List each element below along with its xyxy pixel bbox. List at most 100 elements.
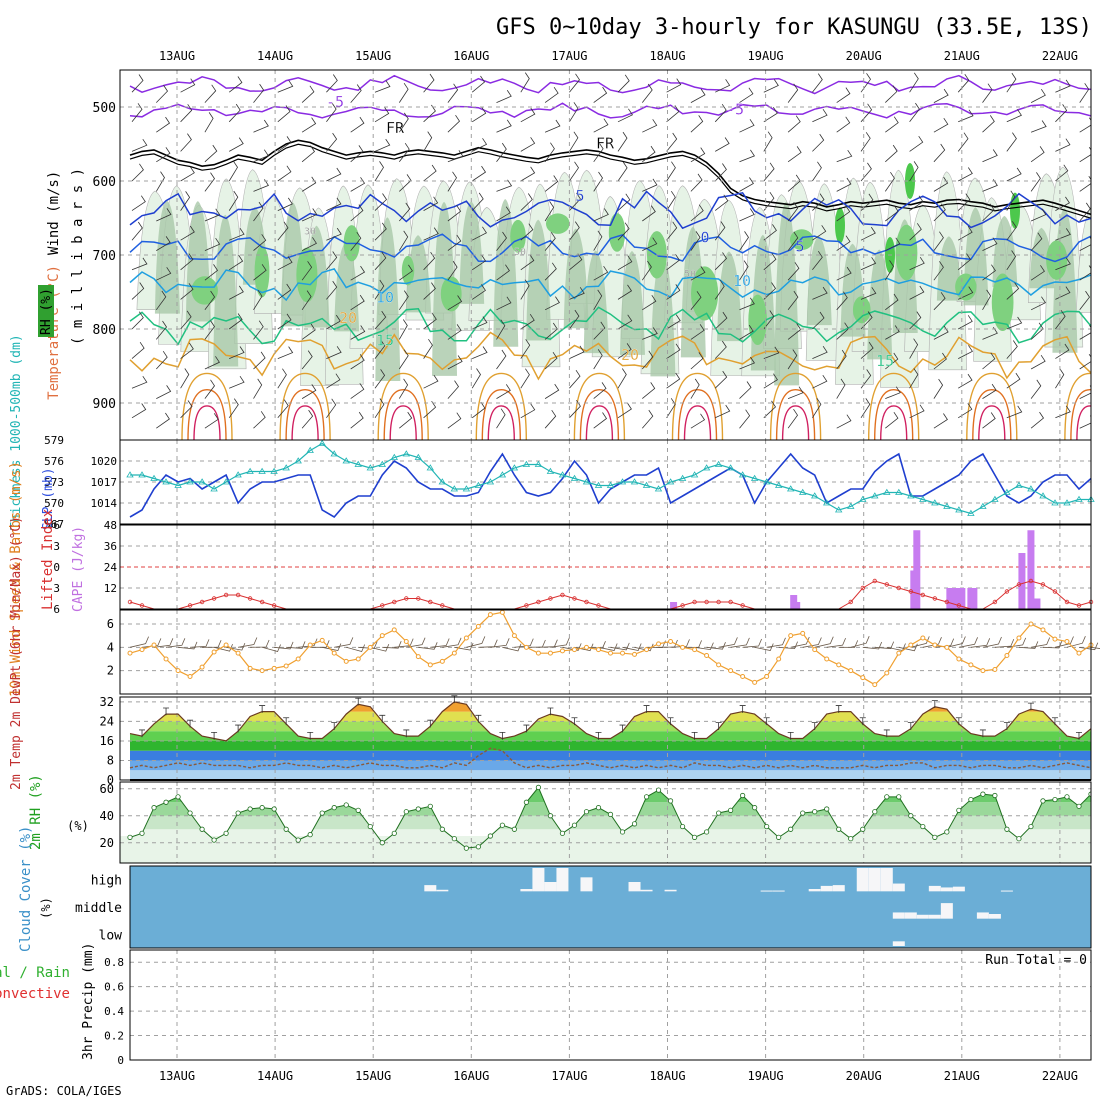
rh-shade-region — [280, 202, 306, 327]
wind-barb — [156, 236, 171, 251]
cape-tick-label: 48 — [104, 519, 117, 532]
thickness-line — [130, 442, 1091, 515]
wind-barb — [229, 227, 245, 241]
wind-barb — [641, 83, 653, 103]
wind-barb — [350, 411, 364, 429]
rh-marker — [499, 822, 505, 828]
wind-barb — [131, 282, 145, 300]
surface-isotherm — [573, 372, 626, 440]
wind-barb — [374, 161, 384, 182]
thickness-marker — [294, 457, 302, 464]
wind-barb — [933, 378, 944, 399]
temp-minmax-bar — [403, 729, 410, 738]
wind-barb — [131, 163, 144, 182]
wind-grid — [120, 610, 1091, 694]
wind-barb — [787, 386, 804, 399]
li-tick-label: -3 — [47, 540, 60, 553]
wind-barb — [423, 251, 436, 271]
temp-minmax-bar — [499, 731, 506, 740]
rh-marker — [992, 792, 998, 799]
wind-barb — [666, 343, 681, 359]
rh-high-region — [254, 245, 270, 298]
rh-shade-region — [717, 251, 743, 342]
lifted-index-marker — [1076, 603, 1082, 608]
rh-marker — [836, 826, 842, 832]
wind-barb — [860, 162, 872, 182]
surface-isotherm — [683, 405, 712, 440]
wind-barb — [228, 190, 239, 211]
wind-barb — [763, 162, 775, 182]
wind-barb — [228, 76, 243, 93]
wind-barb — [398, 82, 409, 103]
thickness-marker — [931, 499, 939, 506]
wind-barb — [374, 251, 387, 271]
surface-wind-barb — [1030, 637, 1051, 648]
wind-barb — [156, 267, 172, 281]
thickness-marker — [498, 471, 507, 478]
thickness-marker — [570, 474, 579, 481]
surface-wind-barb — [982, 636, 1002, 648]
wind-barb — [374, 80, 391, 93]
cape-bar — [970, 588, 978, 609]
wind-barb — [374, 138, 391, 152]
wind-barb — [277, 197, 293, 211]
wind-speed-marker — [343, 658, 349, 664]
wind-barb — [301, 237, 317, 251]
lifted-index-marker — [1040, 582, 1046, 587]
wind-barb — [520, 339, 531, 359]
contour-label: 50 — [684, 269, 696, 280]
wind-barb — [350, 265, 366, 281]
temp-line — [129, 701, 1092, 742]
temp-tick-label: 16 — [100, 734, 114, 748]
surface-wind-barb — [958, 637, 978, 648]
surface-wind-barb — [850, 636, 870, 648]
thickness-marker — [654, 485, 663, 492]
contour-label: 10 — [376, 288, 394, 306]
temp-minmax-bar — [547, 707, 554, 716]
surface-wind-barb — [790, 636, 810, 648]
rh-marker — [547, 813, 554, 819]
wind-barb — [642, 145, 656, 163]
rh-marker — [932, 834, 938, 840]
thickness-marker — [1051, 499, 1059, 506]
pressure-tick-label: 500 — [93, 101, 116, 116]
wind-barb — [982, 83, 993, 103]
wind-barb — [1055, 79, 1071, 93]
surface-wind-barb — [153, 638, 174, 648]
wind-speed-marker — [295, 656, 301, 662]
wind-speed-marker — [475, 623, 481, 629]
surface-isotherm — [279, 372, 331, 440]
wind-barb — [156, 350, 168, 370]
wind-barb — [885, 352, 899, 370]
cloud-bar — [580, 877, 593, 892]
wind-barb — [471, 75, 486, 93]
wind-barb — [666, 105, 680, 123]
thickness-marker — [330, 450, 338, 457]
rh-marker — [271, 806, 277, 812]
lifted-index-marker — [992, 599, 998, 605]
wind-barb — [642, 237, 658, 251]
wind-barb — [131, 195, 146, 211]
wind-barb — [472, 138, 488, 152]
thickness-marker — [486, 478, 495, 485]
wind-barb — [229, 137, 244, 152]
wind-barb — [739, 231, 749, 251]
rh-marker — [559, 830, 566, 836]
rh-marker — [127, 834, 133, 840]
thickness-marker — [847, 502, 855, 509]
temp-minmax-bar — [1075, 731, 1082, 740]
wind-barb — [374, 193, 388, 211]
wind-barb — [520, 403, 536, 419]
lifted-index-marker — [956, 603, 962, 608]
wind-barb — [423, 227, 439, 241]
wind-barb — [1006, 340, 1018, 359]
rh-tick-label: 60 — [100, 782, 114, 796]
surface-wind-barb — [694, 642, 714, 651]
wind-barb — [520, 137, 536, 152]
wind-barb — [204, 320, 215, 340]
wind-barb — [569, 287, 585, 300]
wind-barb — [666, 314, 681, 330]
wind-barb — [350, 177, 366, 192]
surface-wind-barb — [1042, 640, 1063, 649]
wind-barb — [617, 314, 633, 330]
